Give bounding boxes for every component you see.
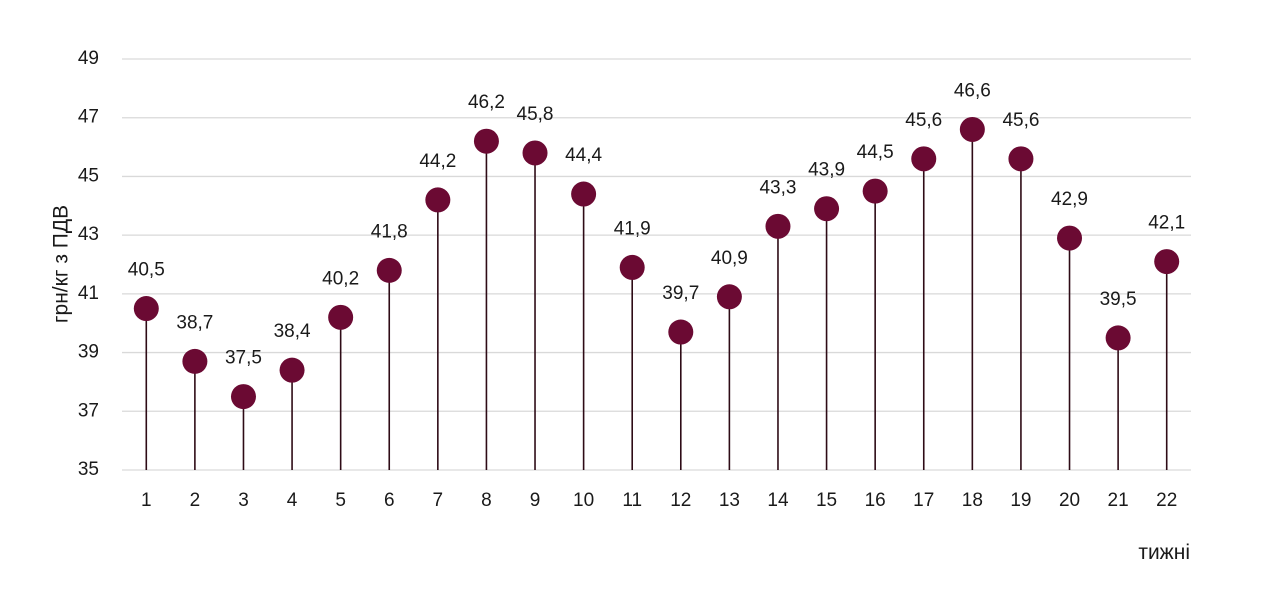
y-axis-ticks: 35 37 39 41 43 45 47 49 [78, 48, 99, 480]
data-point [1105, 325, 1131, 351]
y-tick-label: 43 [78, 224, 99, 245]
data-label: 38,7 [176, 312, 213, 333]
y-tick-label: 49 [78, 48, 99, 69]
data-label: 40,9 [711, 248, 748, 269]
data-label: 39,5 [1100, 289, 1137, 310]
data-point [522, 140, 548, 166]
y-tick-label: 35 [78, 459, 99, 480]
data-point [279, 357, 305, 383]
data-label: 43,3 [759, 177, 796, 198]
x-tick-label: 8 [481, 490, 492, 511]
x-tick-label: 7 [433, 490, 444, 511]
x-tick-label: 16 [865, 490, 886, 511]
data-label: 39,7 [662, 283, 699, 304]
data-point [571, 181, 597, 207]
y-tick-label: 37 [78, 400, 99, 421]
data-point [765, 213, 791, 239]
x-tick-label: 19 [1010, 490, 1031, 511]
data-label: 38,4 [274, 321, 311, 342]
stems [145, 129, 1168, 470]
data-point [1008, 146, 1034, 172]
x-tick-label: 9 [530, 490, 541, 511]
x-tick-label: 2 [190, 490, 201, 511]
data-label: 43,9 [808, 160, 845, 181]
data-label: 40,2 [322, 268, 359, 289]
data-label: 44,2 [419, 151, 456, 172]
data-label: 41,8 [371, 221, 408, 242]
data-labels: 40,5 38,7 37,5 38,4 40,2 41,8 44,2 46,2 45,8 44,4… [128, 80, 1185, 368]
data-label: 40,5 [128, 260, 165, 281]
data-points [133, 116, 1180, 410]
data-label: 45,8 [517, 104, 554, 125]
data-point [1154, 249, 1180, 275]
x-tick-label: 14 [767, 490, 789, 511]
x-tick-label: 15 [816, 490, 837, 511]
data-point [1057, 225, 1083, 251]
x-tick-label: 10 [573, 490, 594, 511]
x-tick-label: 11 [622, 490, 642, 511]
data-point [814, 196, 840, 222]
gridlines [122, 58, 1191, 471]
x-tick-label: 3 [238, 490, 249, 511]
x-tick-label: 6 [384, 490, 395, 511]
data-label: 44,4 [565, 145, 602, 166]
data-point [911, 146, 937, 172]
x-tick-label: 20 [1059, 490, 1080, 511]
x-tick-label: 21 [1108, 490, 1129, 511]
x-tick-label: 18 [962, 490, 983, 511]
x-axis-title: тижні [1138, 541, 1190, 564]
data-label: 45,6 [905, 110, 942, 131]
x-tick-label: 5 [335, 490, 346, 511]
data-point [376, 257, 402, 283]
x-tick-label: 12 [670, 490, 691, 511]
x-axis-ticks: 1 2 3 4 5 6 7 8 9 10 11 12 13 14 15 16 17 18 19 20 21 22 [141, 490, 1177, 511]
data-point [133, 296, 159, 322]
data-point [959, 116, 985, 142]
data-point [425, 187, 451, 213]
data-label: 46,6 [954, 80, 991, 101]
x-tick-label: 4 [287, 490, 298, 511]
x-tick-label: 17 [913, 490, 934, 511]
data-label: 44,5 [857, 142, 894, 163]
data-label: 41,9 [614, 218, 651, 239]
data-point [182, 348, 208, 374]
data-point [473, 128, 499, 154]
data-point [328, 304, 354, 330]
y-tick-label: 45 [78, 165, 99, 186]
x-tick-label: 1 [141, 490, 152, 511]
data-point [862, 178, 888, 204]
data-label: 37,5 [225, 348, 262, 369]
data-point [230, 384, 256, 410]
data-label: 46,2 [468, 92, 505, 113]
data-point [619, 254, 645, 280]
data-point [716, 284, 742, 310]
x-tick-label: 22 [1156, 490, 1177, 511]
data-label: 45,6 [1002, 110, 1039, 131]
data-label: 42,9 [1051, 189, 1088, 210]
y-tick-label: 41 [78, 283, 99, 304]
data-point [668, 319, 694, 345]
x-tick-label: 13 [719, 490, 740, 511]
y-tick-label: 47 [78, 107, 99, 128]
y-axis-title: грн/кг з ПДВ [50, 205, 73, 323]
y-tick-label: 39 [78, 342, 99, 363]
data-label: 42,1 [1148, 213, 1185, 234]
